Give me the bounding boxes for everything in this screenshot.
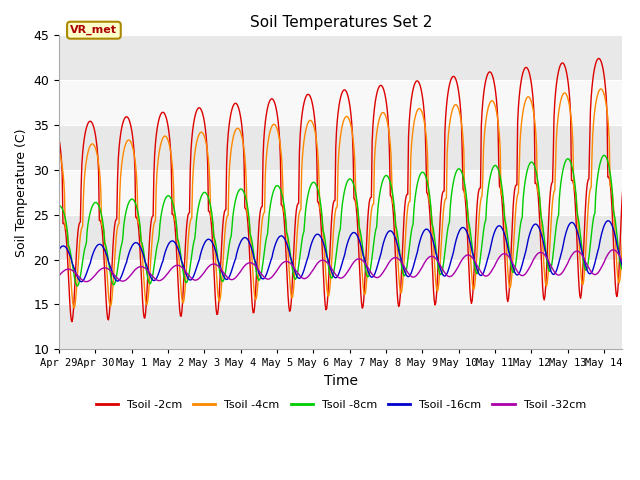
Bar: [59, 304, 622, 349]
Bar: [59, 125, 622, 170]
Title: Soil Temperatures Set 2: Soil Temperatures Set 2: [250, 15, 432, 30]
Legend: Tsoil -2cm, Tsoil -4cm, Tsoil -8cm, Tsoil -16cm, Tsoil -32cm: Tsoil -2cm, Tsoil -4cm, Tsoil -8cm, Tsoi…: [91, 396, 590, 415]
Bar: [59, 260, 622, 304]
Y-axis label: Soil Temperature (C): Soil Temperature (C): [15, 128, 28, 257]
Bar: [59, 215, 622, 260]
Bar: [59, 80, 622, 125]
X-axis label: Time: Time: [324, 374, 358, 388]
Bar: [59, 36, 622, 80]
Text: VR_met: VR_met: [70, 25, 117, 36]
Bar: [59, 170, 622, 215]
